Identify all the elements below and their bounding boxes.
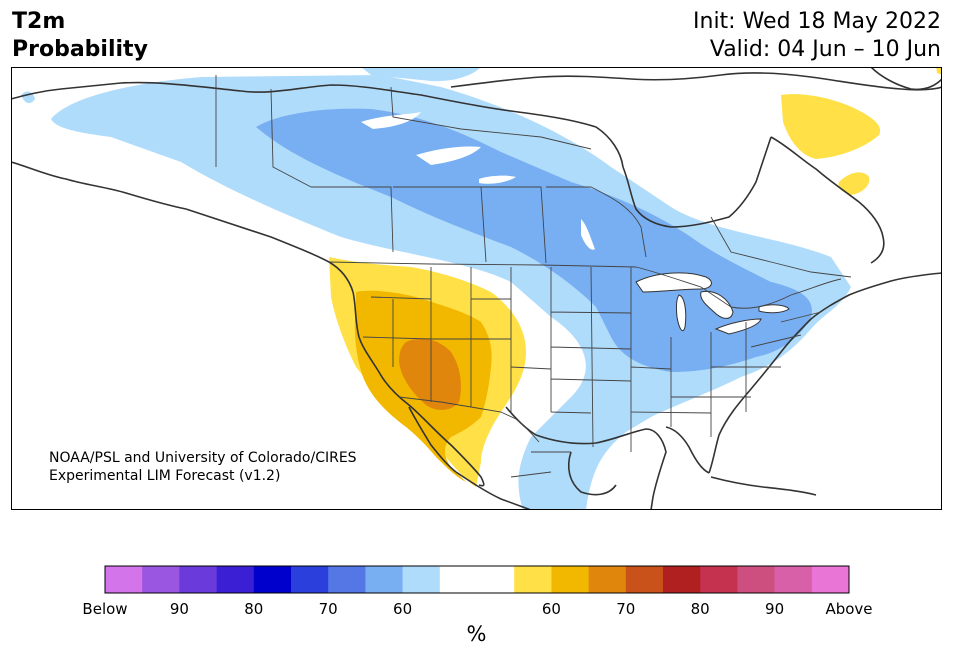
colorbar-swatch	[291, 566, 329, 593]
colorbar-tick-label: 90	[765, 600, 784, 618]
coast-caribbean	[710, 476, 817, 496]
border-prairies-2	[481, 186, 547, 264]
coast-arctic-islands	[450, 72, 942, 91]
colorbar-swatch	[514, 566, 552, 593]
coast-baja	[408, 406, 457, 473]
map-title: T2m Probability	[12, 8, 148, 64]
coast-pacific-nw	[185, 208, 354, 293]
state-lines-west	[362, 267, 552, 412]
forecast-credit: NOAA/PSL and University of Colorado/CIRE…	[49, 449, 357, 485]
colorbar-swatch	[105, 566, 143, 593]
coast-alaska-north	[11, 81, 624, 168]
lake-superior	[635, 272, 712, 293]
colorbar-swatch	[588, 566, 627, 593]
border-mexico-states	[510, 451, 571, 478]
title-line-2: Probability	[12, 37, 148, 62]
great-lakes	[635, 272, 790, 335]
credit-line-1: NOAA/PSL and University of Colorado/CIRE…	[49, 450, 357, 466]
colorbar-tick-label: 80	[244, 600, 263, 618]
forecast-dates: Init: Wed 18 May 2022 Valid: 04 Jun – 10…	[693, 8, 941, 64]
lake-ontario	[758, 304, 790, 314]
colorbar-swatch	[179, 566, 217, 593]
title-line-1: T2m	[12, 9, 66, 34]
lake-winnipeg	[581, 219, 595, 250]
lake-michigan	[675, 294, 687, 332]
probability-map	[11, 67, 942, 510]
colorbar-swatch	[216, 566, 255, 593]
colorbar-swatch	[477, 566, 515, 593]
colorbar-swatch	[142, 566, 180, 593]
above-60-region-quebec	[781, 94, 881, 159]
colorbar-swatch	[328, 566, 366, 593]
valid-range: Valid: 04 Jun – 10 Jun	[709, 37, 941, 62]
lake-huron	[700, 290, 734, 319]
colorbar-swatch	[625, 566, 664, 593]
colorbar-tick-label: 70	[616, 600, 635, 618]
credit-line-2: Experimental LIM Forecast (v1.2)	[49, 468, 281, 484]
colorbar-tick-label: 80	[691, 600, 710, 618]
great-bear-lake	[361, 112, 421, 129]
coast-greenland	[870, 67, 942, 91]
colorbar-swatch	[663, 566, 701, 593]
below-60-region-north	[361, 67, 481, 82]
colorbar-swatch	[551, 566, 589, 593]
coast-alaska-west	[11, 161, 187, 210]
border-us-canada	[328, 261, 842, 309]
lake-athabasca	[479, 175, 516, 184]
colorbar-tick-label: 60	[542, 600, 561, 618]
colorbar-swatch	[774, 566, 813, 593]
init-date: Init: Wed 18 May 2022	[693, 9, 941, 34]
coast-labrador	[770, 136, 885, 264]
great-slave-lake	[416, 146, 481, 165]
above-60-region-labrador	[838, 172, 870, 195]
coast-hudson-bay	[622, 136, 772, 228]
state-lines-east	[670, 311, 822, 437]
coast-mexico-pacific	[455, 471, 532, 510]
border-bc-alberta	[311, 186, 394, 253]
coast-atlantic	[708, 272, 942, 474]
colorbar-swatch	[700, 566, 738, 593]
coast-yucatan	[567, 451, 617, 496]
coast-florida	[665, 426, 710, 474]
borders	[215, 75, 852, 478]
lake-erie	[714, 318, 762, 335]
colorbar-swatch	[737, 566, 775, 593]
colorbar-tick-label: 60	[393, 600, 412, 618]
above-80-region	[399, 338, 461, 410]
colorbar-swatch	[253, 566, 292, 593]
below-70-region	[256, 108, 812, 372]
colorbar-frame	[104, 565, 850, 594]
above-60-region-nw	[936, 67, 942, 75]
colorbar-swatch	[402, 566, 441, 593]
northern-lakes	[361, 112, 595, 250]
coast-west	[352, 291, 485, 487]
colorbar-unit: %	[466, 622, 487, 646]
below-60-region-main	[51, 75, 851, 510]
coast-gulf	[505, 406, 667, 510]
coastlines	[11, 67, 942, 510]
colorbar-swatch	[439, 566, 478, 593]
colorbar-tick-label: Above	[825, 600, 872, 618]
border-nwt-nunavut	[390, 86, 592, 150]
colorbar-tick-label: Below	[82, 600, 127, 618]
border-us-mexico	[398, 396, 540, 443]
colorbar-swatch	[811, 566, 850, 593]
border-yukon-nwt	[270, 88, 312, 188]
border-ontario	[546, 186, 647, 258]
colorbar: Below 90 80 70 60 60 70 80 90 Above	[82, 565, 873, 618]
border-quebec	[710, 216, 852, 278]
map-frame	[11, 67, 942, 510]
colorbar-tick-label: 90	[170, 600, 189, 618]
colorbar-tick-label: 70	[319, 600, 338, 618]
colorbar-swatch	[365, 566, 403, 593]
